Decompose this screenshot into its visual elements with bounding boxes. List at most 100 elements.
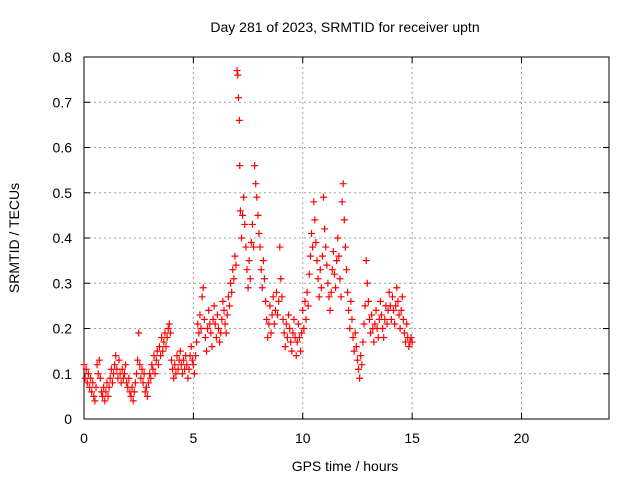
data-point (160, 338, 168, 346)
data-point (198, 293, 206, 301)
data-point (207, 329, 215, 337)
data-point (379, 325, 387, 332)
data-point (149, 365, 157, 373)
data-point (230, 275, 238, 283)
data-point (349, 334, 357, 342)
data-point (104, 392, 112, 400)
data-point (234, 94, 242, 102)
data-point (92, 383, 100, 391)
data-point (294, 320, 302, 328)
data-point (131, 379, 139, 387)
data-point (133, 370, 140, 378)
data-point (244, 284, 252, 292)
data-point (347, 297, 355, 305)
data-point (164, 325, 172, 332)
data-point (102, 388, 110, 396)
x-tick-label: 10 (295, 430, 311, 446)
data-point (203, 347, 210, 355)
data-point (350, 347, 358, 355)
data-point (246, 275, 254, 283)
data-point (390, 306, 398, 314)
data-point (232, 261, 240, 269)
data-point (279, 315, 287, 323)
data-point (355, 365, 363, 373)
data-point (327, 288, 335, 296)
data-point (110, 370, 118, 378)
data-point (225, 302, 233, 310)
data-point (346, 325, 354, 332)
x-tick-label: 0 (80, 430, 88, 446)
data-point (343, 266, 350, 274)
grid (84, 57, 609, 419)
axis-ticks: 0 0.1 0.2 0.3 0.4 0.5 0.6 0.7 0.8 0 5 10 15 20 (53, 49, 609, 446)
data-point (204, 325, 212, 332)
data-point (221, 320, 229, 328)
data-point (236, 207, 244, 215)
data-point (278, 293, 286, 301)
data-point (326, 306, 334, 314)
data-point (154, 361, 162, 369)
data-point (108, 379, 116, 387)
data-point (233, 67, 241, 75)
data-point (292, 352, 300, 360)
x-axis-label: GPS time / hours (292, 458, 399, 474)
data-point (231, 252, 239, 260)
data-point (282, 320, 290, 328)
data-point (288, 347, 296, 355)
data-point (122, 361, 130, 369)
data-point (392, 302, 400, 310)
data-point (367, 329, 375, 337)
data-point (150, 352, 158, 360)
data-point (338, 198, 346, 206)
data-point (151, 370, 159, 378)
data-point (299, 306, 307, 314)
data-point (257, 266, 265, 274)
data-point (315, 293, 323, 301)
data-point (281, 343, 289, 351)
data-point (381, 315, 389, 323)
data-point (163, 334, 171, 342)
data-point (239, 211, 247, 219)
data-point (200, 315, 208, 323)
data-point (301, 297, 309, 305)
data-point (260, 275, 268, 283)
data-point (80, 361, 88, 369)
data-point (397, 306, 405, 314)
data-point (339, 180, 347, 188)
data-point (228, 288, 236, 296)
data-point (188, 356, 196, 364)
data-point (388, 293, 396, 301)
data-point (283, 334, 291, 342)
data-point (173, 352, 181, 360)
data-point (252, 180, 260, 188)
data-point (90, 392, 98, 400)
y-tick-label: 0 (64, 411, 72, 427)
data-point (174, 365, 182, 373)
data-point (376, 297, 384, 305)
data-point (178, 370, 186, 378)
data-point (165, 320, 173, 328)
data-point (243, 266, 251, 274)
data-point (407, 334, 415, 342)
data-point (403, 320, 411, 328)
data-point (240, 193, 248, 201)
data-point (143, 392, 151, 400)
data-point (273, 288, 280, 296)
data-point (142, 383, 150, 391)
data-point (322, 243, 330, 251)
data-point (171, 361, 179, 369)
data-point (344, 288, 352, 296)
data-point (328, 266, 336, 274)
data-point (111, 361, 119, 369)
data-point (330, 270, 338, 278)
data-point (101, 397, 109, 405)
data-point (333, 257, 341, 265)
data-point (215, 325, 223, 332)
y-tick-label: 0.8 (53, 49, 73, 65)
data-point (289, 329, 297, 337)
data-point (271, 306, 279, 314)
data-point (184, 374, 192, 382)
data-point (336, 275, 344, 283)
data-point (135, 329, 143, 337)
data-point (378, 311, 385, 319)
